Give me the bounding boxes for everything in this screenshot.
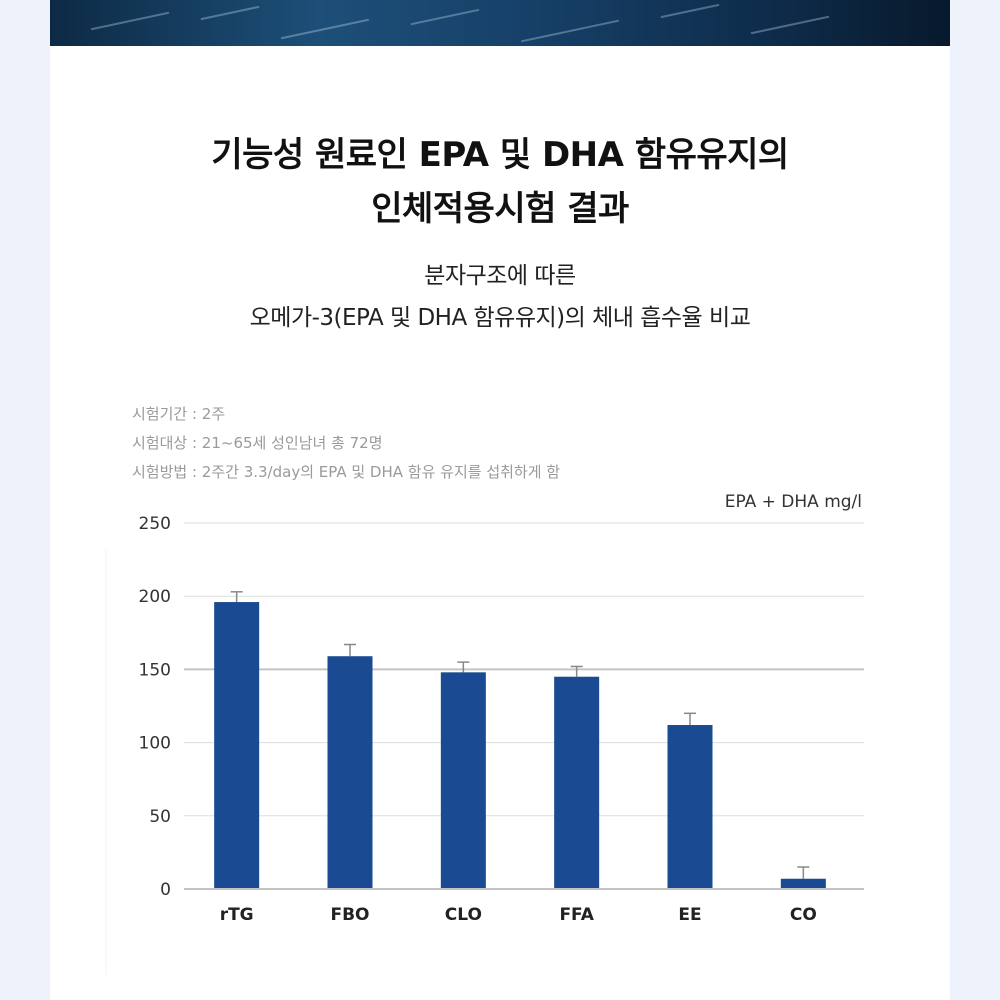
content-card: 기능성 원료인 EPA 및 DHA 함유유지의 인체적용시험 결과 분자구조에 … — [50, 0, 950, 1000]
y-axis-unit-label: EPA + DHA mg/l — [725, 492, 862, 512]
title-line-1: 기능성 원료인 EPA 및 DHA 함유유지의 — [211, 135, 789, 175]
x-tick-label: FFA — [559, 905, 594, 925]
bar-ee — [667, 725, 713, 889]
study-method: 시험방법 : 2주간 3.3/day의 EPA 및 DHA 함유 유지를 섭취하… — [132, 463, 561, 481]
bar-clo — [440, 672, 486, 889]
title-line-2: 인체적용시험 결과 — [371, 189, 629, 229]
x-tick-label: rTG — [220, 905, 254, 925]
x-tick-label: FBO — [330, 905, 369, 925]
hero-banner-image — [50, 0, 950, 46]
y-tick-label: 150 — [139, 660, 171, 680]
absorption-bar-chart: 0 50 100 150 200 250 EPA + DHA mg/l rTG FBO CLO FF… — [105, 492, 864, 975]
bar-ffa — [554, 676, 600, 889]
y-tick-label: 200 — [139, 587, 171, 607]
x-tick-label: EE — [678, 905, 701, 925]
y-tick-label: 100 — [139, 734, 171, 754]
page-title: 기능성 원료인 EPA 및 DHA 함유유지의 인체적용시험 결과 — [50, 128, 950, 236]
bar-fbo — [327, 656, 373, 889]
subtitle-line-1: 분자구조에 따른 — [424, 263, 576, 289]
subtitle-line-2: 오메가-3(EPA 및 DHA 함유유지)의 체내 흡수율 비교 — [249, 305, 751, 331]
y-tick-label: 50 — [149, 807, 171, 827]
page-subtitle: 분자구조에 따른 오메가-3(EPA 및 DHA 함유유지)의 체내 흡수율 비… — [50, 255, 950, 339]
y-tick-label: 250 — [139, 514, 171, 534]
x-tick-label: CLO — [445, 905, 482, 925]
bar-co — [780, 878, 826, 889]
bar-rtg — [214, 602, 260, 889]
x-tick-label: CO — [790, 905, 817, 925]
study-info: 시험기간 : 2주 시험대상 : 21~65세 성인남녀 총 72명 시험방법 … — [132, 400, 560, 487]
y-tick-label: 0 — [160, 880, 171, 900]
study-period: 시험기간 : 2주 — [132, 405, 226, 423]
study-subjects: 시험대상 : 21~65세 성인남녀 총 72명 — [132, 434, 383, 452]
